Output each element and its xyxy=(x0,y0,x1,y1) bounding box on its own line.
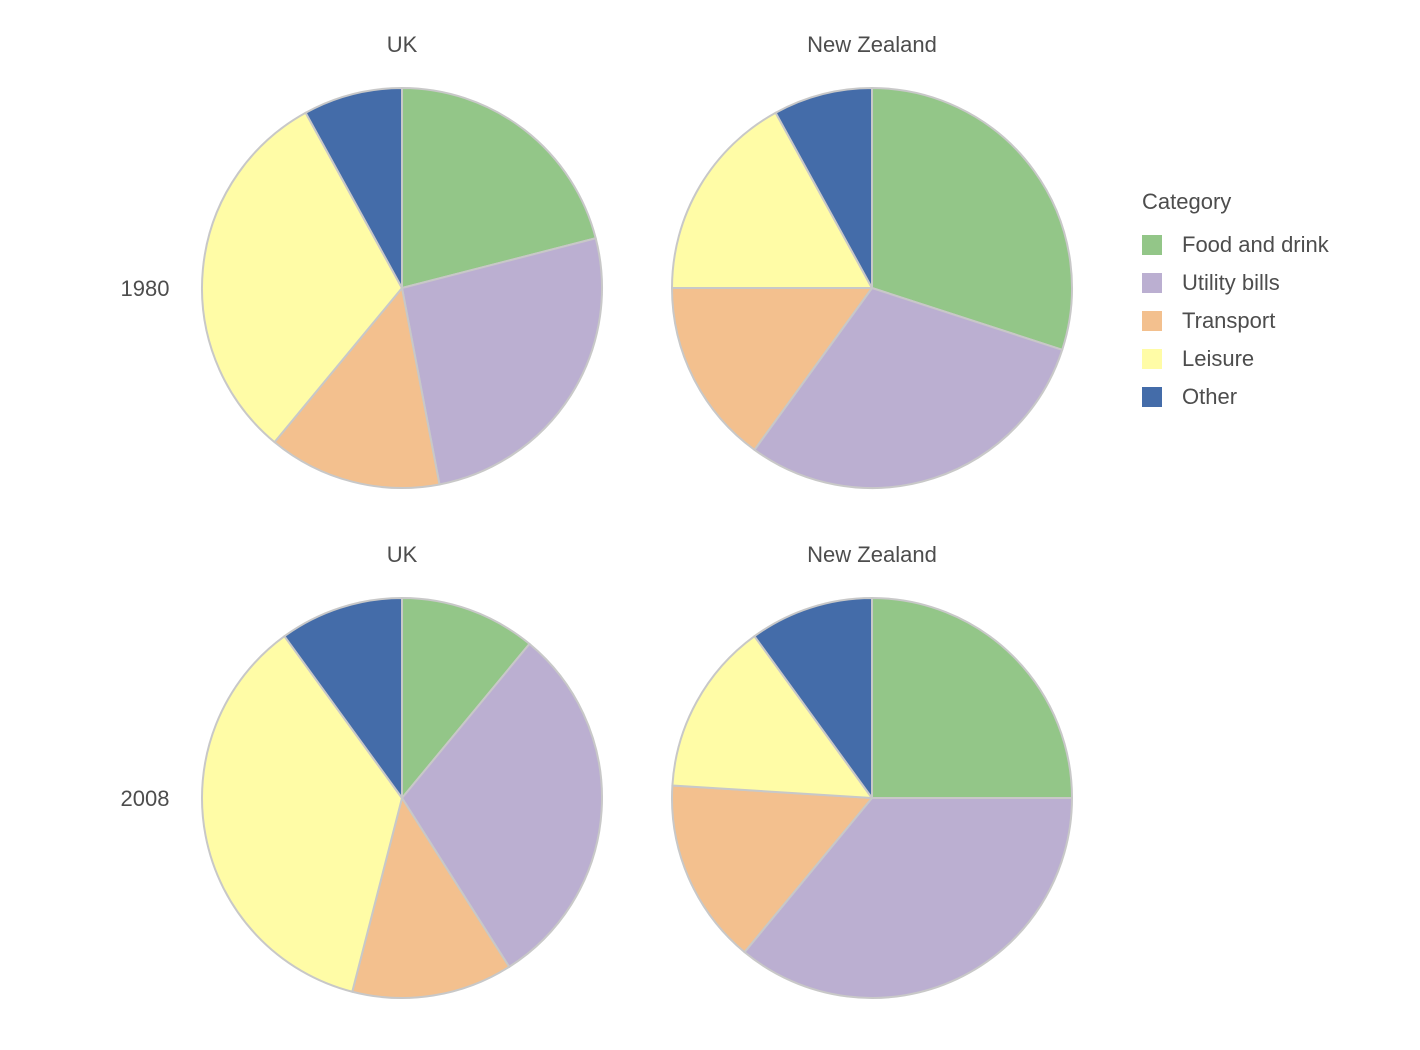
pie-slice-utility-bills xyxy=(753,287,1064,489)
pie-slice-other xyxy=(304,87,403,289)
legend-key xyxy=(1142,273,1162,293)
panel-title: UK xyxy=(387,542,418,567)
pie-slice-utility-bills xyxy=(401,642,603,968)
legend-item-other: Other xyxy=(1142,378,1329,416)
pie-slice-other xyxy=(283,597,403,799)
legend-key xyxy=(1142,349,1162,369)
pie-slice-utility-bills xyxy=(401,237,603,486)
legend-key xyxy=(1142,235,1162,255)
legend-item-utility-bills: Utility bills xyxy=(1142,264,1329,302)
pie-slice-leisure xyxy=(201,635,403,993)
pie-slice-leisure xyxy=(201,111,403,444)
legend-label: Transport xyxy=(1182,308,1276,333)
legend-label: Food and drink xyxy=(1182,232,1329,257)
pie-panel-uk-1980: UK xyxy=(201,32,603,489)
pie-panel-new-zealand-2008: New Zealand xyxy=(670,542,1073,999)
pie-slice-transport xyxy=(273,287,441,489)
legend-label: Leisure xyxy=(1182,346,1255,371)
panel-title: New Zealand xyxy=(807,542,937,567)
pie-slice-leisure xyxy=(671,635,873,799)
legend-item-transport: Transport xyxy=(1142,302,1329,340)
pie-slice-other xyxy=(753,597,873,799)
row-label-1980: 1980 xyxy=(121,276,170,301)
pie-slice-food-and-drink xyxy=(871,87,1073,351)
legend-label: Utility bills xyxy=(1182,270,1280,295)
legend-title: Category xyxy=(1142,189,1232,214)
legend-label: Other xyxy=(1182,384,1238,409)
legend-key xyxy=(1142,311,1162,331)
pie-panel-new-zealand-1980: New Zealand xyxy=(671,32,1073,489)
pie-slice-other xyxy=(774,87,873,289)
pie-slice-transport xyxy=(351,797,511,999)
legend: Category Food and drink Utility bills Tr… xyxy=(1142,188,1329,416)
pie-slice-transport xyxy=(670,784,873,954)
pie-slice-leisure xyxy=(671,111,873,289)
legend-item-food-and-drink: Food and drink xyxy=(1142,226,1329,264)
pie-slice-utility-bills xyxy=(743,797,1073,999)
row-label-2008: 2008 xyxy=(121,786,170,811)
pie-slice-food-and-drink xyxy=(871,597,1073,799)
pie-slice-transport xyxy=(671,287,873,451)
legend-item-leisure: Leisure xyxy=(1142,340,1329,378)
pie-slice-food-and-drink xyxy=(401,87,597,289)
panel-title: UK xyxy=(387,32,418,57)
legend-key xyxy=(1142,387,1162,407)
pie-slice-food-and-drink xyxy=(401,597,531,799)
panel-title: New Zealand xyxy=(807,32,937,57)
pie-panel-uk-2008: UK xyxy=(201,542,603,999)
